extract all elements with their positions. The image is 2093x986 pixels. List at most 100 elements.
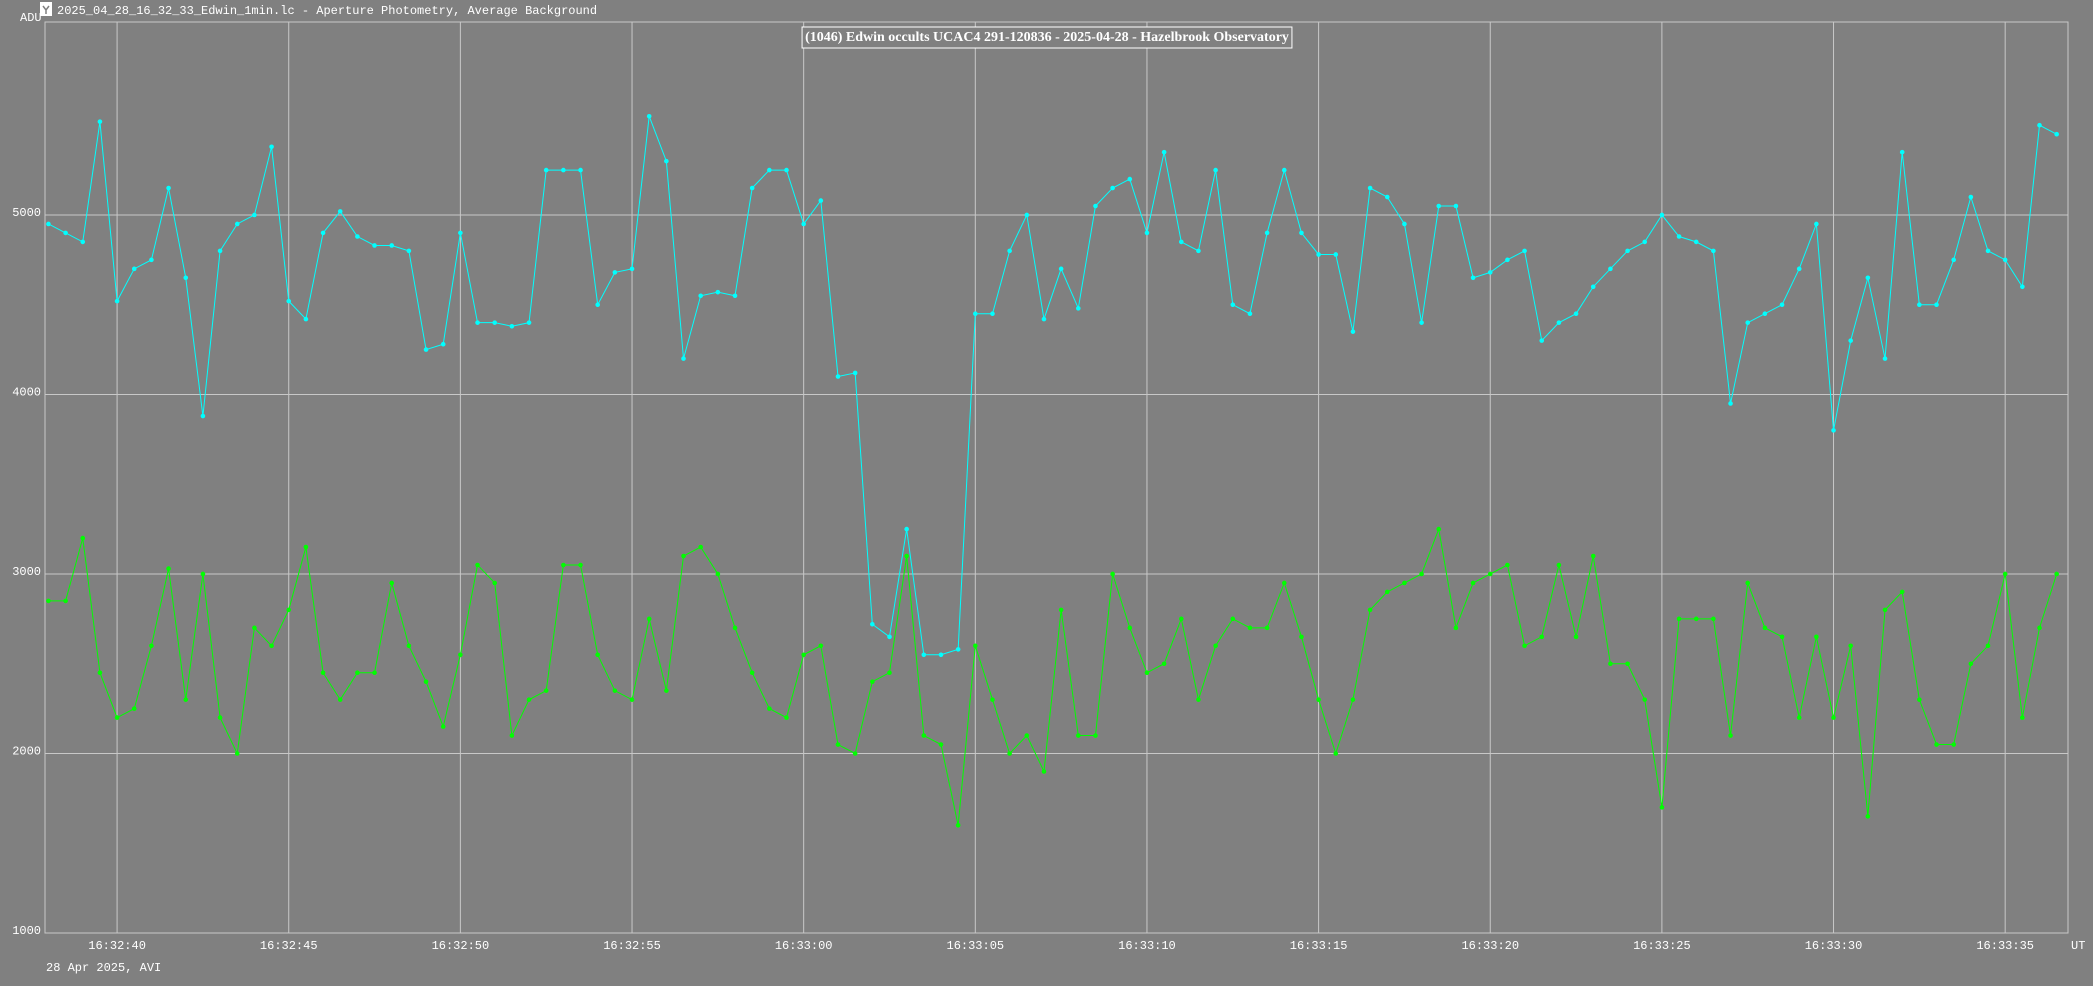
data-point: [1436, 203, 1442, 209]
x-tick-label: 16:33:05: [947, 939, 1005, 953]
data-point: [612, 270, 618, 275]
data-point: [801, 221, 806, 227]
data-point: [1178, 616, 1184, 622]
data-point: [1831, 428, 1836, 433]
data-point: [1711, 248, 1716, 254]
data-point: [1075, 306, 1081, 311]
data-point: [1470, 275, 1476, 281]
data-point: [2002, 571, 2008, 577]
data-point: [749, 670, 755, 676]
data-point: [475, 562, 480, 568]
data-point: [200, 571, 206, 577]
data-point: [46, 221, 51, 227]
data-point: [286, 607, 292, 613]
data-point: [629, 266, 635, 272]
data-point: [131, 706, 137, 711]
series-line: [48, 527, 2058, 826]
data-point: [303, 316, 309, 322]
x-tick-label: 16:32:45: [260, 939, 318, 953]
data-point: [595, 302, 600, 308]
data-point: [715, 289, 721, 295]
data-point: [801, 652, 806, 658]
data-point: [440, 341, 446, 347]
data-point: [1625, 661, 1630, 667]
data-point: [1075, 733, 1081, 738]
data-point: [1110, 571, 1115, 577]
data-point: [887, 670, 892, 676]
data-point: [1058, 607, 1064, 613]
data-point: [938, 652, 944, 658]
data-point: [1505, 257, 1510, 263]
data-point: [681, 553, 686, 559]
data-point: [1127, 625, 1133, 631]
data-point: [269, 144, 274, 150]
data-point: [166, 566, 171, 571]
data-point: [389, 580, 395, 586]
data-point: [372, 670, 377, 676]
data-point: [698, 293, 703, 299]
x-tick-label: 16:32:40: [88, 939, 146, 953]
data-point: [1796, 266, 1802, 272]
data-point: [97, 670, 103, 676]
data-point: [1745, 580, 1751, 586]
data-point: [1556, 562, 1562, 568]
data-point: [1144, 230, 1150, 236]
data-point: [217, 248, 223, 254]
data-point: [1831, 715, 1836, 720]
data-point: [2054, 571, 2059, 577]
data-point: [1590, 553, 1596, 559]
data-point: [2037, 625, 2042, 631]
data-point: [561, 167, 566, 173]
data-point: [217, 715, 223, 720]
data-point: [200, 413, 206, 419]
data-point: [1539, 634, 1545, 640]
data-point: [870, 621, 875, 627]
data-point: [149, 257, 154, 263]
x-tick-label: 16:33:00: [775, 939, 833, 953]
data-point: [1934, 742, 1939, 747]
data-point: [1230, 302, 1236, 308]
x-tick-label: 16:32:55: [603, 939, 661, 953]
data-point: [681, 356, 686, 361]
data-point: [1951, 742, 1956, 747]
data-point: [973, 643, 978, 649]
x-tick-label: 16:32:50: [432, 939, 490, 953]
data-point: [97, 119, 103, 124]
data-point: [1711, 616, 1716, 622]
data-point: [1728, 733, 1733, 738]
data-point: [2054, 131, 2059, 137]
data-point: [1161, 661, 1167, 667]
data-point: [1865, 275, 1871, 281]
data-point: [1608, 661, 1613, 667]
data-point: [1487, 571, 1493, 577]
data-point: [973, 311, 978, 316]
data-point: [1522, 248, 1527, 254]
data-point: [1350, 697, 1356, 702]
data-point: [1024, 212, 1030, 218]
data-point: [955, 647, 961, 652]
data-point: [1419, 571, 1424, 577]
data-point: [1316, 252, 1321, 257]
data-point: [1728, 401, 1733, 406]
data-point: [1247, 311, 1253, 316]
data-point: [303, 544, 309, 550]
data-point: [612, 688, 618, 693]
data-point: [698, 544, 703, 550]
data-point: [1384, 194, 1390, 200]
data-point: [183, 697, 189, 702]
plot-frame: [44, 21, 2069, 934]
data-point: [1487, 270, 1493, 275]
data-point: [423, 679, 429, 684]
data-point: [1659, 805, 1665, 810]
y-tick-label: 2000: [12, 745, 41, 759]
data-point: [818, 643, 824, 649]
data-point: [629, 697, 635, 702]
data-point: [1367, 607, 1373, 613]
data-point: [1865, 814, 1871, 819]
data-point: [1367, 185, 1373, 191]
data-point: [1041, 769, 1047, 774]
data-point: [1402, 580, 1407, 586]
data-point: [664, 158, 669, 164]
series-line: [48, 116, 2057, 656]
